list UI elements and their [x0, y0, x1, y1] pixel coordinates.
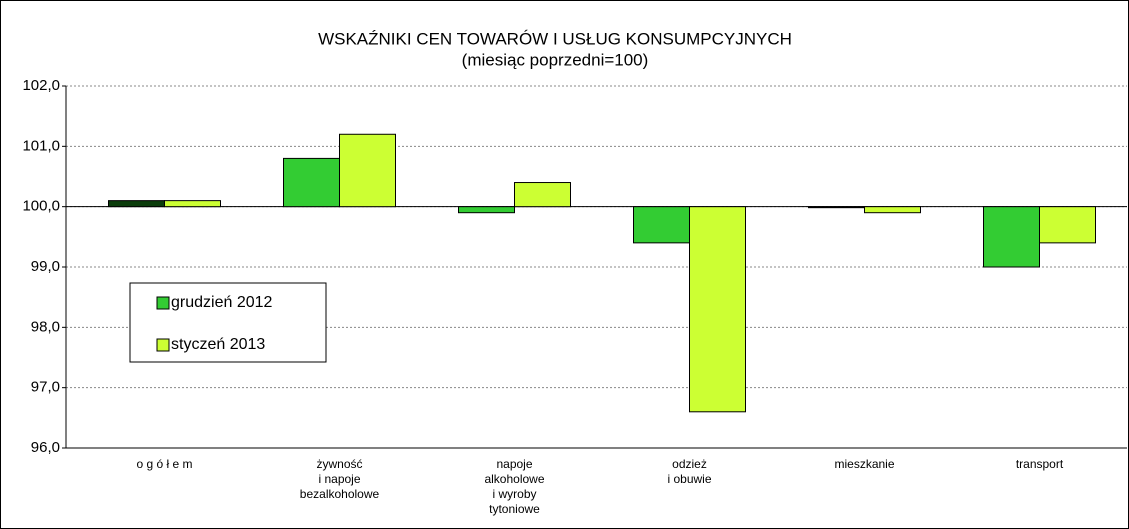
bar	[283, 157, 340, 208]
y-tick-label: 96,0	[31, 439, 60, 456]
chart-subtitle: (miesiąc poprzedni=100)	[462, 50, 649, 69]
y-tick-label: 101,0	[22, 137, 60, 154]
x-tick-label: transport	[1016, 457, 1064, 471]
bar	[1039, 206, 1096, 244]
bar	[164, 200, 221, 208]
bar	[864, 206, 921, 214]
bar	[339, 133, 396, 208]
bar	[983, 206, 1040, 268]
y-tick-label: 98,0	[31, 318, 60, 335]
legend-label: grudzień 2012	[171, 294, 273, 311]
bar	[108, 200, 165, 208]
chart-title: WSKAŹNIKI CEN TOWARÓW I USŁUG KONSUMPCYJ…	[318, 29, 792, 48]
bar	[458, 206, 515, 214]
x-tick-label: mieszkanie	[834, 457, 894, 471]
legend-swatch	[156, 296, 170, 310]
bar	[514, 182, 571, 208]
x-tick-label: napoje alkoholowe i wyroby tytoniowe	[484, 457, 544, 516]
bar	[689, 206, 746, 413]
x-tick-label: odzież i obuwie	[667, 457, 711, 486]
y-tick-label: 102,0	[22, 77, 60, 94]
legend-label: styczeń 2013	[171, 336, 265, 353]
y-tick-label: 100,0	[22, 198, 60, 215]
y-tick-label: 97,0	[31, 379, 60, 396]
bar	[808, 206, 865, 209]
x-tick-label: żywność i napoje bezalkoholowe	[300, 457, 380, 501]
y-tick-label: 99,0	[31, 258, 60, 275]
x-tick-label: o g ó ł e m	[136, 457, 192, 471]
legend-swatch	[156, 338, 170, 352]
bar	[633, 206, 690, 244]
